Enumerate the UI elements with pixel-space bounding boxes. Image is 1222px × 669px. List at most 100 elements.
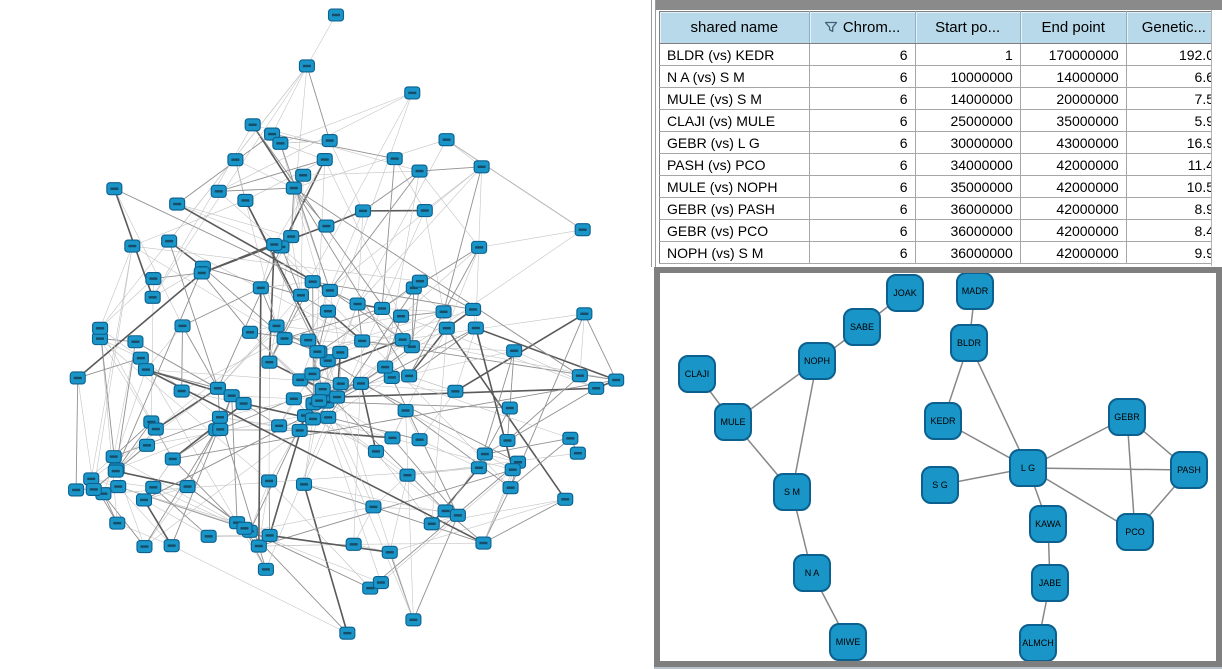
network-node[interactable] [135, 493, 153, 507]
network-node[interactable] [377, 360, 394, 374]
network-node[interactable] [557, 492, 574, 506]
network-node[interactable] [475, 536, 492, 550]
network-node[interactable] [124, 239, 141, 253]
network-node[interactable] [127, 335, 144, 349]
network-node[interactable] [608, 373, 625, 387]
subnetwork-node-jabe[interactable]: JABE [1031, 564, 1069, 602]
network-node[interactable] [332, 377, 349, 391]
network-node[interactable] [318, 219, 335, 233]
subnetwork-node-mule[interactable]: MULE [714, 403, 752, 441]
table-row[interactable]: N A (vs) S M 6 10000000 14000000 6.6 [659, 65, 1222, 88]
network-node[interactable] [332, 345, 349, 359]
network-node[interactable] [292, 288, 310, 302]
network-node[interactable] [499, 433, 516, 448]
network-node[interactable] [105, 450, 122, 464]
main-network-svg[interactable] [0, 0, 655, 669]
network-node[interactable] [285, 181, 302, 195]
network-node[interactable] [405, 613, 422, 627]
network-node[interactable] [223, 389, 240, 403]
table-row[interactable]: PASH (vs) PCO 6 34000000 42000000 11.4 [659, 153, 1222, 176]
network-node[interactable] [438, 133, 455, 147]
network-node[interactable] [386, 152, 403, 166]
network-node[interactable] [435, 305, 452, 319]
network-node[interactable] [449, 508, 466, 522]
network-node[interactable] [106, 182, 123, 196]
subnetwork-node-kawa[interactable]: KAWA [1029, 505, 1067, 543]
network-node[interactable] [250, 539, 267, 553]
network-node[interactable] [467, 321, 484, 335]
network-node[interactable] [285, 392, 302, 406]
network-node[interactable] [276, 331, 293, 346]
network-node[interactable] [392, 309, 410, 323]
network-node[interactable] [501, 401, 518, 415]
network-node[interactable] [179, 480, 196, 494]
network-node[interactable] [569, 446, 586, 460]
network-node[interactable] [174, 319, 191, 333]
network-node[interactable] [411, 274, 428, 288]
filter-funnel-icon[interactable] [824, 21, 838, 33]
network-node[interactable] [588, 381, 605, 395]
network-node[interactable] [69, 371, 86, 385]
network-node[interactable] [209, 381, 226, 395]
subnetwork-node-noph[interactable]: NOPH [798, 342, 836, 380]
network-node[interactable] [272, 136, 289, 150]
network-node[interactable] [110, 480, 127, 494]
network-node[interactable] [85, 482, 102, 496]
subnetwork-node-miwe[interactable]: MIWE [829, 623, 867, 661]
network-node[interactable] [321, 283, 338, 297]
table-row[interactable]: MULE (vs) S M 6 14000000 20000000 7.5 [659, 87, 1222, 110]
network-node[interactable] [397, 403, 414, 418]
network-node[interactable] [138, 438, 156, 452]
network-node[interactable] [235, 397, 252, 411]
network-node[interactable] [314, 382, 331, 396]
network-node[interactable] [372, 575, 389, 590]
network-node[interactable] [257, 562, 274, 576]
network-node[interactable] [319, 304, 336, 318]
network-node[interactable] [349, 297, 366, 311]
subnetwork-node-na[interactable]: N A [793, 554, 831, 592]
subnetwork-node-joak[interactable]: JOAK [886, 274, 924, 312]
network-node[interactable] [271, 419, 288, 433]
network-node[interactable] [473, 160, 490, 174]
subnetwork-node-sm[interactable]: S M [773, 473, 811, 511]
network-node[interactable] [295, 477, 313, 491]
column-header-genetic[interactable]: Genetic... [1126, 11, 1222, 44]
network-node[interactable] [210, 184, 227, 198]
table-row[interactable]: BLDR (vs) KEDR 6 1 170000000 192.0 [659, 43, 1222, 66]
subnetwork-edge[interactable] [1027, 467, 1190, 471]
table-row[interactable]: GEBR (vs) PASH 6 36000000 42000000 8.9 [659, 197, 1222, 220]
table-row[interactable]: GEBR (vs) PCO 6 36000000 42000000 8.4 [659, 219, 1222, 242]
network-node[interactable] [381, 545, 398, 559]
network-node[interactable] [383, 370, 400, 384]
network-node[interactable] [399, 468, 416, 482]
column-header-end-point[interactable]: End point [1020, 11, 1127, 44]
network-node[interactable] [316, 153, 333, 167]
subnetwork-node-lg[interactable]: L G [1009, 449, 1047, 487]
network-node[interactable] [92, 321, 109, 335]
network-node[interactable] [365, 500, 382, 514]
subnetwork-edge[interactable] [791, 360, 818, 493]
network-node[interactable] [266, 237, 283, 252]
network-node[interactable] [352, 376, 369, 390]
network-node[interactable] [200, 529, 217, 543]
network-node[interactable] [291, 423, 308, 437]
network-node[interactable] [227, 153, 244, 167]
network-node[interactable] [261, 474, 278, 488]
network-node[interactable] [394, 333, 411, 347]
subnetwork-node-claji[interactable]: CLAJI [678, 355, 716, 393]
network-node[interactable] [283, 230, 300, 244]
network-node[interactable] [311, 394, 328, 408]
network-node[interactable] [295, 168, 312, 182]
network-node[interactable] [367, 444, 385, 458]
network-node[interactable] [145, 272, 162, 286]
network-node[interactable] [423, 517, 440, 531]
subnetwork-node-kedr[interactable]: KEDR [924, 402, 962, 440]
network-node[interactable] [504, 463, 521, 477]
network-node[interactable] [571, 369, 588, 383]
network-node[interactable] [329, 390, 346, 404]
subnetwork-node-sg[interactable]: S G [921, 466, 959, 504]
subnetwork-svg[interactable]: JOAK MADR SABE NOPH BLDR CLAJI MULE KEDR GEBR L G… [660, 273, 1216, 661]
network-node[interactable] [339, 626, 356, 640]
network-node[interactable] [241, 325, 259, 339]
subnetwork-node-gebr[interactable]: GEBR [1108, 398, 1146, 436]
